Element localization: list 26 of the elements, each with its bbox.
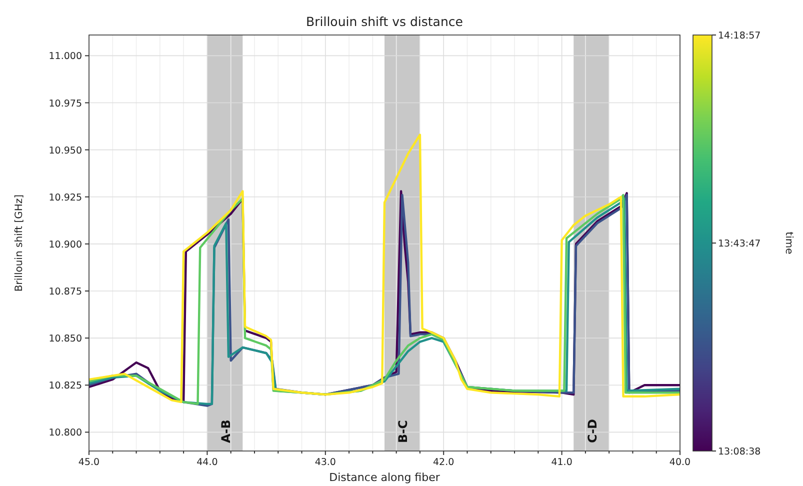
chart-title: Brillouin shift vs distance [306,14,464,29]
x-tick-label: 41.0 [551,457,572,468]
y-tick-label: 10.875 [48,286,82,298]
y-tick-label: 10.825 [48,380,82,392]
y-axis-title: Brillouin shift [GHz] [14,194,25,292]
x-tick-label: 45.0 [78,457,100,468]
y-tick-label: 10.975 [48,98,82,110]
color-bar-label: 13:43:47 [718,238,761,250]
y-tick-label: 10.925 [48,192,82,204]
y-tick-label: 10.950 [48,145,82,156]
x-tick-label: 44.0 [196,457,218,468]
x-tick-label: 42.0 [433,457,454,468]
band-label: C-D [585,418,600,443]
line-series [89,134,680,404]
color-bar-label: 14:18:57 [718,30,761,42]
x-axis-title: Distance along fiber [329,471,440,484]
y-tick-label: 10.850 [48,334,82,345]
color-bar-label: 13:08:38 [718,446,761,458]
band-label: B-C [396,420,410,443]
y-tick-label: 11.000 [48,51,82,62]
x-tick-label: 40.0 [669,457,691,468]
y-tick-label: 10.900 [48,239,82,250]
color-bar-title: time [783,232,794,254]
band-label: A-B [218,420,233,443]
y-tick-label: 10.800 [48,428,82,439]
x-tick-label: 43.0 [314,457,336,468]
